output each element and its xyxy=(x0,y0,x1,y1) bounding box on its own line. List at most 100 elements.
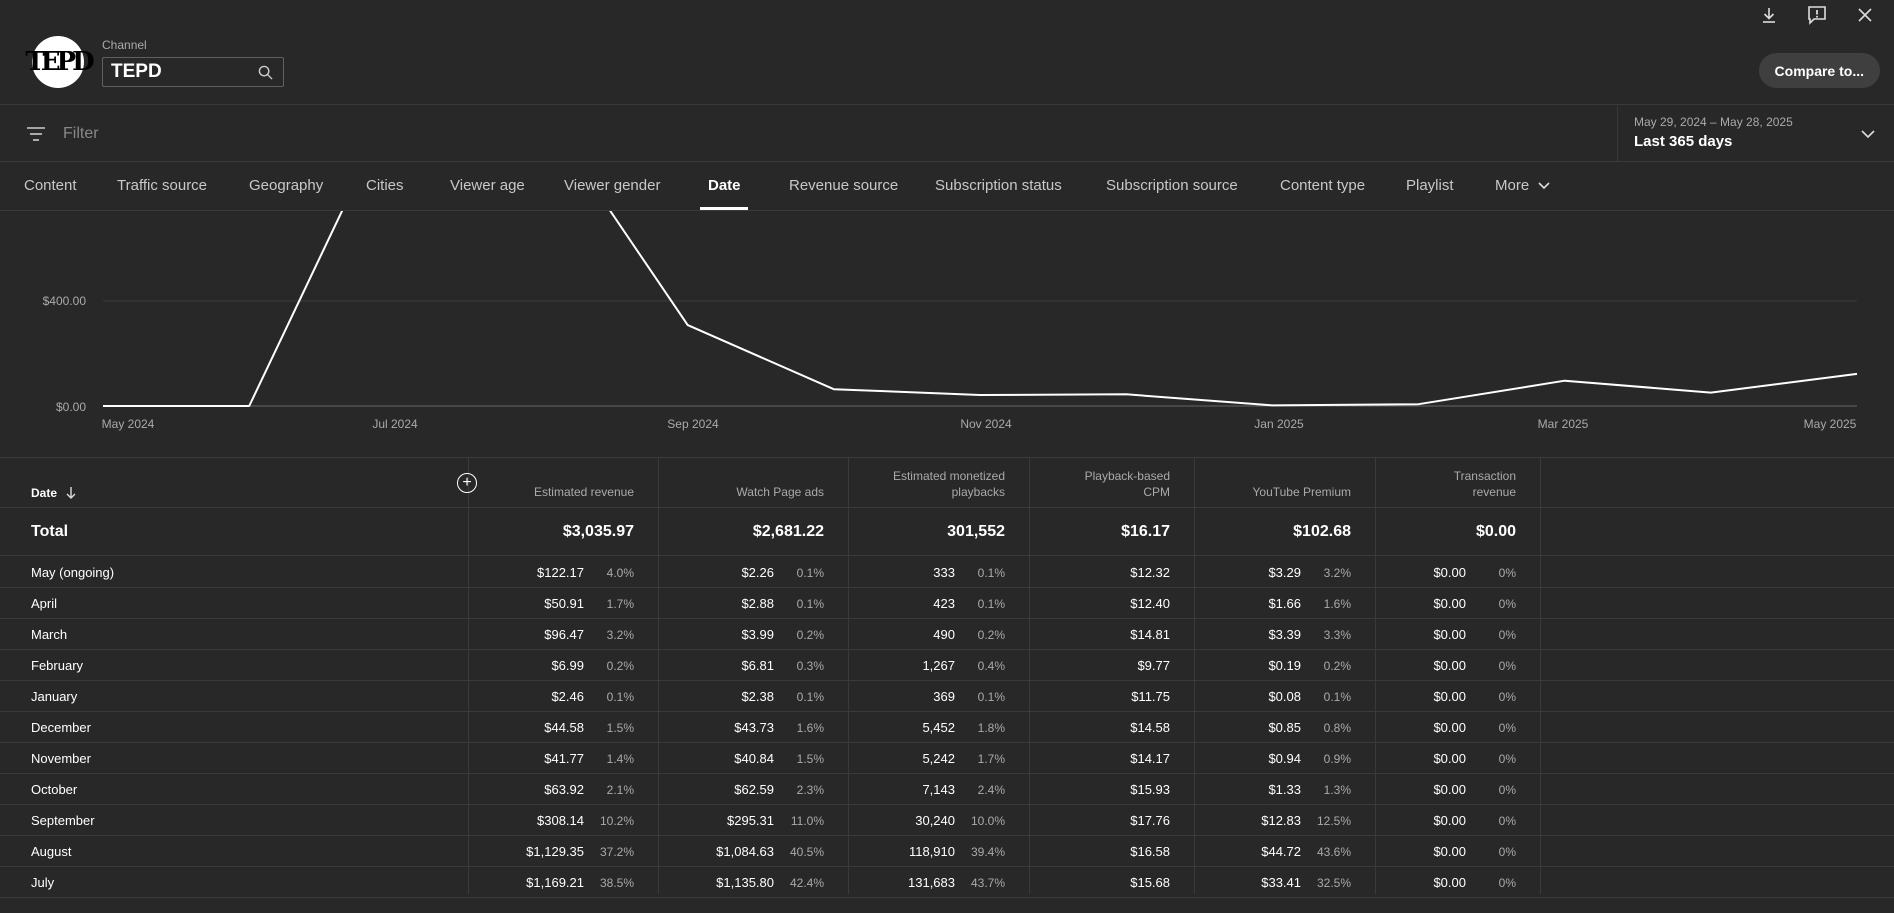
tab-cities[interactable]: Cities xyxy=(366,177,404,194)
cell-estimated-revenue: $63.92 xyxy=(544,782,584,797)
table-row[interactable]: September $308.14 10.2% $295.31 11.0% 30,240 1… xyxy=(0,805,1894,836)
table-row[interactable]: November $41.77 1.4% $40.84 1.5% 5,242 1.7% $14… xyxy=(0,743,1894,774)
cell-monetized-playbacks-percent: 0.2% xyxy=(977,628,1005,642)
channel-selector[interactable]: TEPD xyxy=(102,57,284,87)
cell-monetized-playbacks: 30,240 xyxy=(915,813,955,828)
column-divider xyxy=(1375,458,1376,894)
download-icon[interactable] xyxy=(1758,4,1780,26)
cell-watch-page-ads: $3.99 xyxy=(741,627,774,642)
column-header-estimated-revenue[interactable]: Estimated revenue xyxy=(533,485,634,499)
date-preset-text: Last 365 days xyxy=(1634,133,1733,150)
column-header-youtube-premium[interactable]: YouTube Premium xyxy=(1252,485,1352,499)
row-label: July xyxy=(31,875,55,890)
cell-playback-cpm: $16.58 xyxy=(1130,844,1170,859)
search-icon[interactable] xyxy=(258,65,273,80)
compare-button[interactable]: Compare to... xyxy=(1758,53,1880,88)
cell-estimated-revenue-percent: 0.1% xyxy=(606,690,634,704)
cell-transaction-revenue-percent: 0% xyxy=(1498,814,1516,828)
cell-playback-cpm: $11.75 xyxy=(1131,689,1170,704)
table-row[interactable]: February $6.99 0.2% $6.81 0.3% 1,267 0.4% $9.77… xyxy=(0,650,1894,681)
cell-monetized-playbacks-percent: 0.1% xyxy=(977,597,1005,611)
cell-estimated-revenue: $308.14 xyxy=(537,813,584,828)
cell-transaction-revenue: $0.00 xyxy=(1433,782,1466,797)
total-transaction-revenue: $0.00 xyxy=(1475,523,1516,540)
tab-more-label: More xyxy=(1495,177,1530,194)
table-row[interactable]: January $2.46 0.1% $2.38 0.1% 369 0.1% $11.75 $0… xyxy=(0,681,1894,712)
cell-estimated-revenue-percent: 3.2% xyxy=(606,628,634,642)
cell-transaction-revenue-percent: 0% xyxy=(1498,690,1516,704)
cell-transaction-revenue-percent: 0% xyxy=(1498,783,1516,797)
cell-watch-page-ads-percent: 1.5% xyxy=(796,752,824,766)
cell-transaction-revenue-percent: 0% xyxy=(1498,721,1516,735)
top-icon-bar xyxy=(1758,4,1876,26)
cell-watch-page-ads-percent: 0.1% xyxy=(796,566,824,580)
table-row[interactable]: July $1,169.21 38.5% $1,135.80 42.4% 131,683 4… xyxy=(0,867,1894,898)
cell-monetized-playbacks: 5,452 xyxy=(922,720,955,735)
cell-watch-page-ads-percent: 0.2% xyxy=(796,628,824,642)
tab-traffic-source[interactable]: Traffic source xyxy=(117,177,208,194)
revenue-line[interactable] xyxy=(103,211,1858,407)
cell-youtube-premium: $3.29 xyxy=(1268,565,1301,580)
column-header-transaction-revenue[interactable]: Transaction revenue xyxy=(1453,469,1516,499)
total-estimated-revenue: $3,035.97 xyxy=(562,523,634,540)
column-divider xyxy=(468,458,469,894)
cell-transaction-revenue: $0.00 xyxy=(1433,813,1466,828)
tab-date[interactable]: Date xyxy=(708,177,741,194)
cell-monetized-playbacks: 423 xyxy=(933,596,955,611)
tab-content-type[interactable]: Content type xyxy=(1280,177,1366,194)
cell-watch-page-ads: $2.26 xyxy=(741,565,774,580)
cell-watch-page-ads-percent: 1.6% xyxy=(796,721,824,735)
add-metric-button[interactable]: + xyxy=(457,473,477,493)
cell-watch-page-ads: $2.38 xyxy=(741,689,774,704)
tab-subscription-status[interactable]: Subscription status xyxy=(935,177,1062,194)
cell-monetized-playbacks: 118,910 xyxy=(908,844,955,859)
cell-transaction-revenue: $0.00 xyxy=(1433,658,1466,673)
column-header-estimated-monetized-playbacks[interactable]: Estimated monetized playbacks xyxy=(892,469,1005,499)
date-column-header[interactable]: Date xyxy=(31,486,77,500)
cell-watch-page-ads-percent: 0.1% xyxy=(796,690,824,704)
column-header-playback-based-cpm[interactable]: Playback-based CPM xyxy=(1084,469,1170,499)
tab-revenue-source[interactable]: Revenue source xyxy=(789,177,899,194)
feedback-icon[interactable] xyxy=(1806,4,1828,26)
table-row-total: Total $3,035.97 $2,681.22 301,552 $16.17 $102… xyxy=(0,508,1894,556)
tab-subscription-source[interactable]: Subscription source xyxy=(1106,177,1238,194)
cell-watch-page-ads: $1,084.63 xyxy=(716,844,774,859)
table-row[interactable]: August $1,129.35 37.2% $1,084.63 40.5% 118,91… xyxy=(0,836,1894,867)
cell-estimated-revenue-percent: 0.2% xyxy=(606,659,634,673)
cell-youtube-premium: $0.19 xyxy=(1268,658,1301,673)
tab-more[interactable]: More xyxy=(1495,177,1551,194)
cell-monetized-playbacks: 369 xyxy=(933,689,955,704)
column-divider xyxy=(1540,458,1541,894)
table-row[interactable]: April $50.91 1.7% $2.88 0.1% 423 0.1% $12.40 $1.… xyxy=(0,588,1894,619)
cell-estimated-revenue: $1,129.35 xyxy=(526,844,584,859)
cell-transaction-revenue-percent: 0% xyxy=(1498,752,1516,766)
column-header-watch-page-ads[interactable]: Watch Page ads xyxy=(736,485,824,499)
total-watch-page-ads: $2,681.22 xyxy=(752,523,824,540)
tab-geography[interactable]: Geography xyxy=(249,177,324,194)
table-row[interactable]: March $96.47 3.2% $3.99 0.2% 490 0.2% $14.81 $3.… xyxy=(0,619,1894,650)
tab-playlist[interactable]: Playlist xyxy=(1406,177,1454,194)
cell-youtube-premium: $3.39 xyxy=(1268,627,1301,642)
cell-estimated-revenue: $1,169.21 xyxy=(526,875,584,890)
cell-transaction-revenue-percent: 0% xyxy=(1498,845,1516,859)
close-icon[interactable] xyxy=(1854,4,1876,26)
active-tab-indicator xyxy=(700,207,748,210)
tab-content[interactable]: Content xyxy=(24,177,77,194)
row-label: August xyxy=(31,844,72,859)
date-range-picker[interactable]: May 29, 2024 – May 28, 2025 Last 365 day… xyxy=(1617,106,1894,161)
cell-playback-cpm: $12.32 xyxy=(1130,565,1170,580)
cell-youtube-premium-percent: 0.1% xyxy=(1323,690,1351,704)
filter-input[interactable]: Filter xyxy=(63,125,99,142)
table-row[interactable]: December $44.58 1.5% $43.73 1.6% 5,452 1.8% $14… xyxy=(0,712,1894,743)
filter-icon[interactable] xyxy=(26,126,46,142)
row-label: October xyxy=(31,782,78,797)
tab-viewer-age[interactable]: Viewer age xyxy=(450,177,525,194)
cell-youtube-premium-percent: 32.5% xyxy=(1316,876,1351,890)
tab-viewer-gender[interactable]: Viewer gender xyxy=(564,177,661,194)
cell-estimated-revenue-percent: 10.2% xyxy=(599,814,634,828)
cell-watch-page-ads-percent: 2.3% xyxy=(796,783,824,797)
cell-youtube-premium-percent: 3.3% xyxy=(1323,628,1351,642)
table-row[interactable]: October $63.92 2.1% $62.59 2.3% 7,143 2.4% $15.… xyxy=(0,774,1894,805)
cell-transaction-revenue: $0.00 xyxy=(1433,875,1466,890)
table-row[interactable]: May (ongoing) $122.17 4.0% $2.26 0.1% 333 0.1%… xyxy=(0,557,1894,588)
